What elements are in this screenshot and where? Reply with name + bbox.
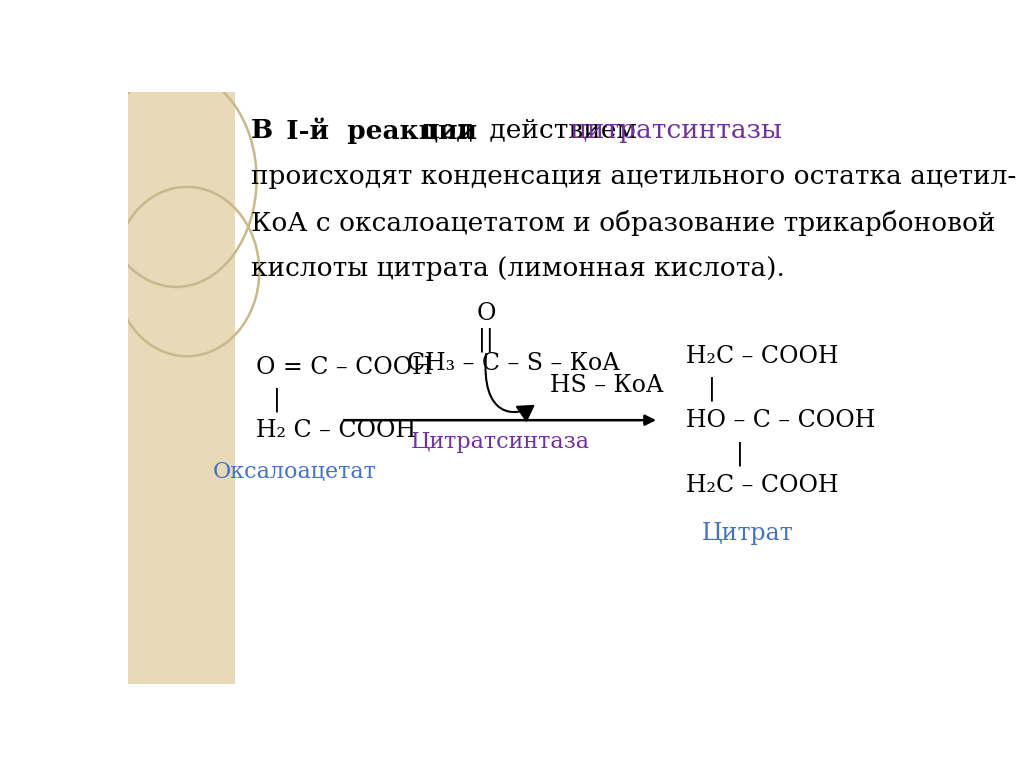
Text: H₂C – COOH: H₂C – COOH [686, 345, 839, 368]
Text: CH₃ – C – S – КоА: CH₃ – C – S – КоА [407, 353, 620, 376]
Text: Оксалоацетат: Оксалоацетат [213, 461, 377, 483]
Text: кислоты цитрата (лимонная кислота).: кислоты цитрата (лимонная кислота). [251, 257, 784, 281]
FancyArrowPatch shape [485, 354, 534, 421]
Bar [236, 92, 922, 684]
Text: КоА с оксалоацетатом и образование трикарбоновой: КоА с оксалоацетатом и образование трика… [251, 210, 995, 236]
Text: O: O [476, 303, 496, 326]
Text: O = C – COOH: O = C – COOH [256, 356, 432, 379]
Text: H₂ C – COOH: H₂ C – COOH [256, 419, 416, 442]
Text: происходят конденсация ацетильного остатка ацетил-: происходят конденсация ацетильного остат… [251, 164, 1016, 189]
Text: Цитрат: Цитрат [702, 522, 794, 545]
Text: |: | [736, 441, 744, 465]
Text: I-й  реакции: I-й реакции [268, 118, 477, 144]
Text: HS – КоА: HS – КоА [550, 374, 664, 397]
Text: |: | [273, 388, 281, 412]
Text: |: | [708, 376, 716, 401]
Text: HO – C – COOH: HO – C – COOH [686, 409, 876, 432]
Text: под  действием: под действием [406, 118, 653, 143]
Text: ||: || [478, 327, 494, 352]
Text: H₂C – COOH: H₂C – COOH [686, 474, 839, 497]
Text: Цитратсинтаза: Цитратсинтаза [411, 431, 590, 453]
Bar [128, 92, 236, 684]
Text: цитратсинтазы: цитратсинтазы [570, 118, 782, 143]
Text: В: В [251, 118, 273, 143]
